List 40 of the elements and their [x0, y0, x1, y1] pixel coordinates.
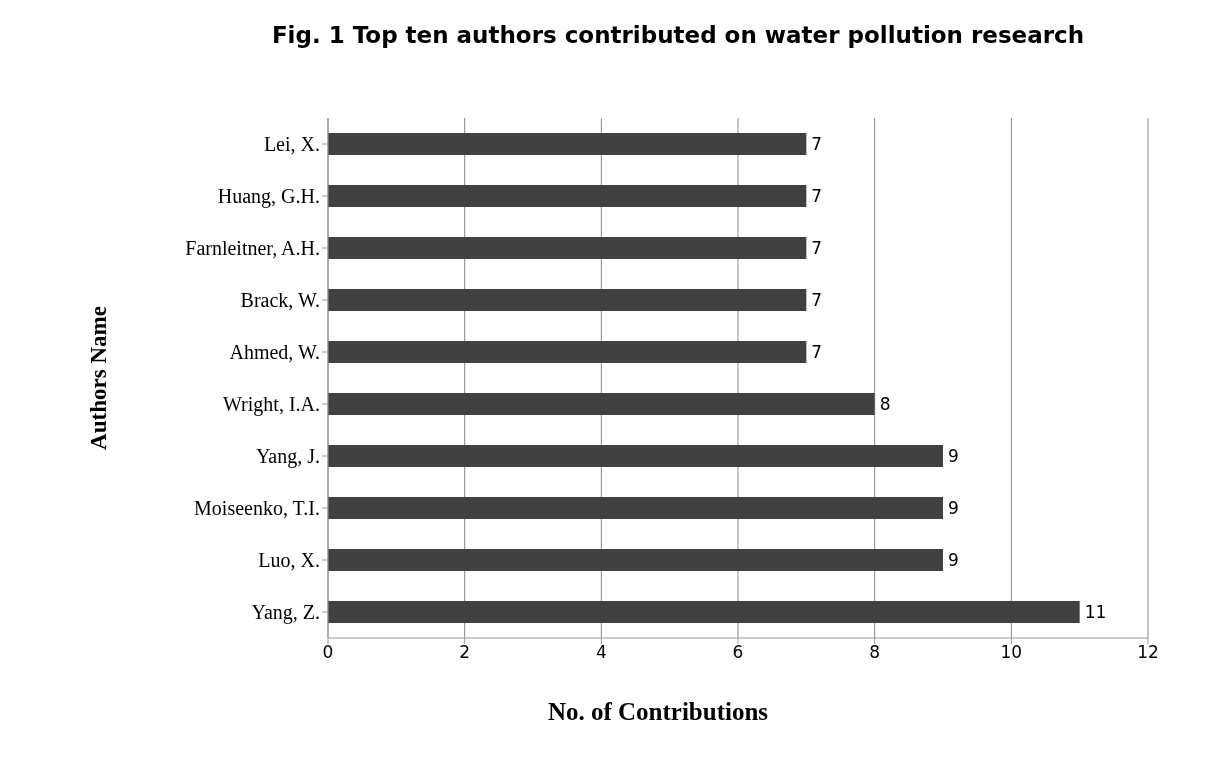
- x-tick-label: 6: [732, 642, 744, 663]
- bar: [328, 497, 943, 519]
- x-tick-label: 4: [595, 642, 607, 663]
- bar: [328, 185, 807, 207]
- x-tick-label: 12: [1137, 642, 1159, 663]
- data-label: 7: [811, 186, 823, 207]
- y-tick-label: Ahmed, W.: [229, 341, 320, 364]
- data-label: 7: [811, 342, 823, 363]
- x-tick-label: 2: [459, 642, 471, 663]
- data-label: 9: [948, 446, 959, 467]
- chart-title: Fig. 1 Top ten authors contributed on water pollution research: [270, 22, 1086, 48]
- y-tick-label: Brack, W.: [240, 289, 320, 312]
- y-tick-label: Huang, G.H.: [217, 185, 320, 209]
- y-tick-label: Moiseenko, T.I.: [194, 497, 320, 520]
- x-tick-label: 10: [1000, 642, 1023, 663]
- bar: [328, 289, 807, 311]
- data-label: 11: [1084, 602, 1107, 623]
- data-label: 9: [948, 498, 959, 519]
- y-tick-label: Farnleitner, A.H.: [185, 237, 320, 260]
- y-axis-title: Authors Name: [86, 306, 112, 450]
- x-tick-label: 0: [322, 642, 334, 663]
- y-tick-label: Yang, J.: [255, 445, 320, 469]
- x-tick-label: 8: [869, 642, 881, 663]
- data-label: 9: [948, 550, 959, 571]
- y-tick-label: Wright, I.A.: [223, 393, 320, 417]
- y-tick-label: Lei, X.: [263, 133, 320, 156]
- bar: [328, 133, 807, 155]
- bar: [328, 393, 875, 415]
- bar: [328, 445, 943, 467]
- y-tick-label: Yang, Z.: [251, 601, 320, 625]
- bar: [328, 237, 807, 259]
- data-label: 7: [811, 290, 823, 311]
- bar: [328, 341, 807, 363]
- data-label: 7: [811, 238, 823, 259]
- data-label: 8: [879, 394, 891, 415]
- data-label: 7: [811, 134, 823, 155]
- x-axis-title: No. of Contributions: [546, 698, 770, 726]
- y-tick-label: Luo, X.: [258, 549, 320, 572]
- bar: [328, 601, 1080, 623]
- bar: [328, 549, 943, 571]
